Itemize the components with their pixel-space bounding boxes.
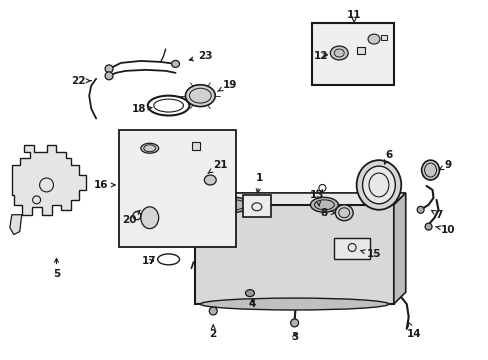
Text: 14: 14: [406, 323, 420, 339]
Text: 8: 8: [320, 208, 334, 218]
Text: 1: 1: [256, 173, 263, 193]
Bar: [119, 130, 236, 247]
Bar: [243, 195, 270, 217]
Text: 6: 6: [384, 150, 392, 164]
Text: 23: 23: [189, 51, 212, 61]
Ellipse shape: [245, 290, 254, 297]
Text: 15: 15: [360, 249, 381, 260]
Text: 13: 13: [309, 190, 324, 206]
Text: 5: 5: [53, 258, 60, 279]
Text: 9: 9: [438, 160, 451, 170]
Text: 22: 22: [71, 76, 91, 86]
Text: 20: 20: [122, 210, 140, 225]
Bar: [334, 238, 369, 260]
Ellipse shape: [141, 143, 158, 153]
Ellipse shape: [204, 175, 216, 185]
Bar: [356, 47, 365, 54]
Text: 10: 10: [435, 225, 455, 235]
Ellipse shape: [185, 85, 215, 107]
Text: 11: 11: [346, 10, 361, 23]
Text: 19: 19: [217, 80, 237, 91]
Ellipse shape: [330, 46, 347, 60]
Ellipse shape: [424, 223, 431, 230]
Text: 12: 12: [313, 51, 328, 61]
Ellipse shape: [290, 319, 298, 327]
Ellipse shape: [367, 34, 379, 44]
Ellipse shape: [200, 298, 388, 310]
Text: 16: 16: [94, 180, 115, 190]
Text: 17: 17: [141, 256, 156, 266]
Bar: [195, 205, 393, 304]
Text: 21: 21: [207, 160, 227, 174]
Text: 4: 4: [248, 299, 255, 309]
Ellipse shape: [335, 205, 352, 221]
Text: 7: 7: [430, 210, 441, 220]
Ellipse shape: [209, 307, 217, 315]
Ellipse shape: [356, 160, 401, 210]
Text: 18: 18: [131, 104, 152, 113]
Ellipse shape: [141, 207, 158, 229]
Ellipse shape: [105, 65, 113, 73]
Polygon shape: [393, 193, 405, 304]
Ellipse shape: [362, 166, 394, 204]
Text: 2: 2: [209, 325, 216, 339]
Ellipse shape: [416, 206, 423, 213]
Bar: [312, 23, 393, 85]
Polygon shape: [12, 145, 86, 215]
Bar: [380, 35, 386, 40]
Ellipse shape: [171, 60, 179, 67]
Ellipse shape: [421, 160, 439, 180]
Ellipse shape: [105, 72, 113, 80]
Ellipse shape: [310, 197, 338, 212]
Polygon shape: [10, 215, 21, 235]
Bar: [192, 142, 200, 150]
Text: 3: 3: [290, 332, 298, 342]
Ellipse shape: [221, 197, 248, 212]
Polygon shape: [195, 193, 405, 205]
